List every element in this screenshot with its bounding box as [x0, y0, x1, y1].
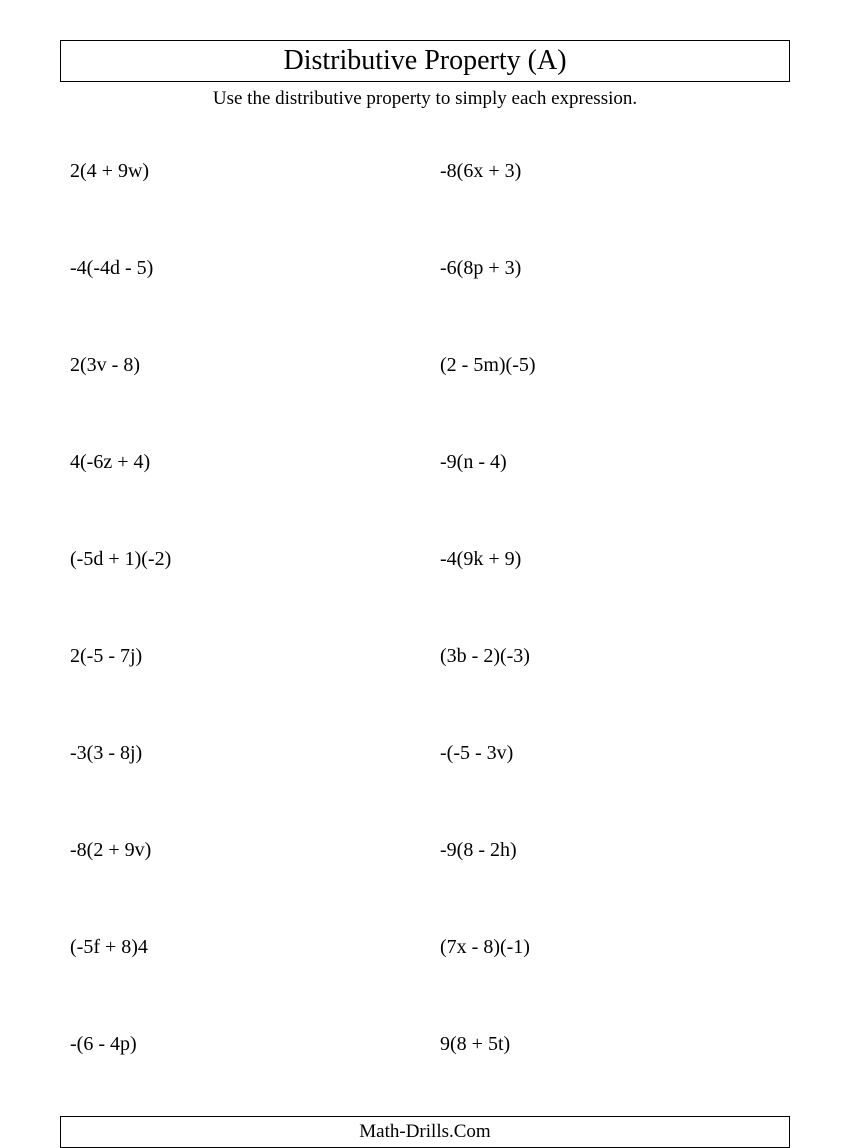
- problem-left-8: (-5f + 8)4: [70, 936, 410, 959]
- page-title: Distributive Property (A): [61, 45, 789, 77]
- problem-left-5: 2(-5 - 7j): [70, 645, 410, 668]
- problem-right-3: -9(n - 4): [440, 451, 780, 474]
- problem-right-1: -6(8p + 3): [440, 257, 780, 280]
- problem-left-2: 2(3v - 8): [70, 354, 410, 377]
- problem-left-9: -(6 - 4p): [70, 1033, 410, 1056]
- problem-right-5: (3b - 2)(-3): [440, 645, 780, 668]
- problem-right-4: -4(9k + 9): [440, 548, 780, 571]
- problem-left-3: 4(-6z + 4): [70, 451, 410, 474]
- problem-left-6: -3(3 - 8j): [70, 742, 410, 765]
- problem-right-7: -9(8 - 2h): [440, 839, 780, 862]
- title-box: Distributive Property (A): [60, 40, 790, 82]
- problem-left-1: -4(-4d - 5): [70, 257, 410, 280]
- problem-left-0: 2(4 + 9w): [70, 160, 410, 183]
- footer-box: Math-Drills.Com: [60, 1116, 790, 1148]
- problem-right-8: (7x - 8)(-1): [440, 936, 780, 959]
- problem-right-9: 9(8 + 5t): [440, 1033, 780, 1056]
- problem-left-4: (-5d + 1)(-2): [70, 548, 410, 571]
- problem-right-2: (2 - 5m)(-5): [440, 354, 780, 377]
- instruction-text: Use the distributive property to simply …: [60, 88, 790, 110]
- problem-right-6: -(-5 - 3v): [440, 742, 780, 765]
- footer-text: Math-Drills.Com: [61, 1121, 789, 1143]
- problem-left-7: -8(2 + 9v): [70, 839, 410, 862]
- problem-right-0: -8(6x + 3): [440, 160, 780, 183]
- problems-grid: 2(4 + 9w) -8(6x + 3) -4(-4d - 5) -6(8p +…: [60, 160, 790, 1056]
